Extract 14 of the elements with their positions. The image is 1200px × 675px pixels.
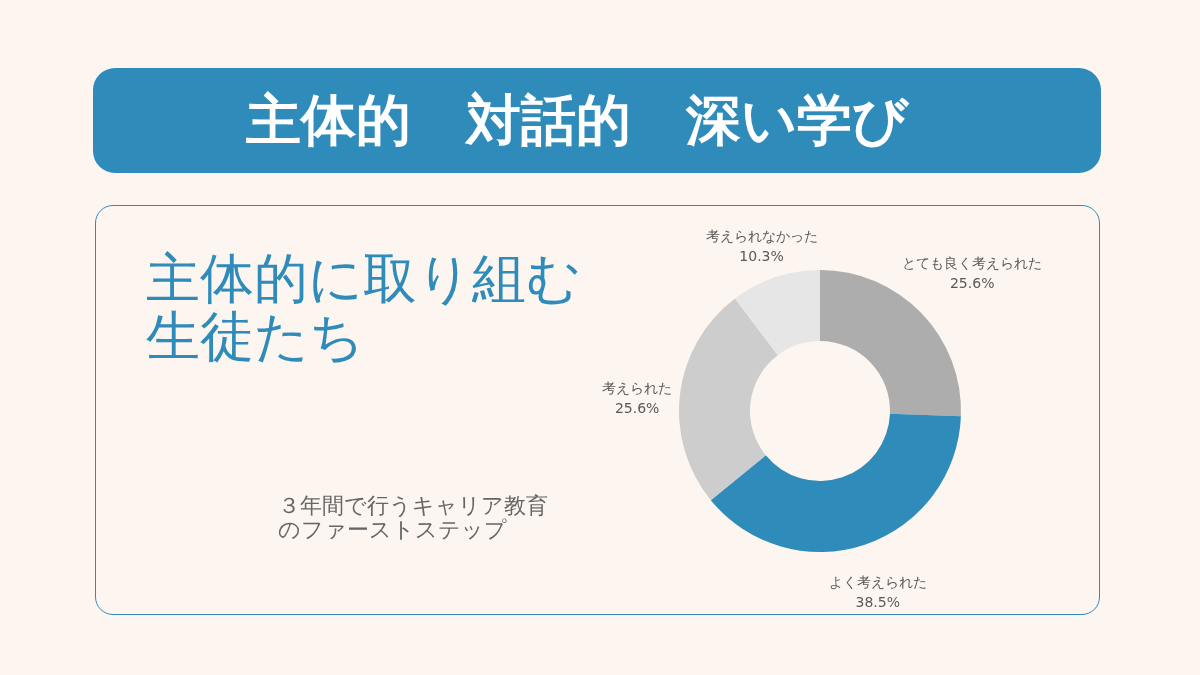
donut-slice	[710, 413, 961, 552]
data-label: 38.5%	[855, 594, 900, 611]
text: 主体的に取り組む生徒たち	[146, 247, 582, 368]
data-label: 25.6%	[614, 400, 660, 417]
donut-slice	[679, 298, 778, 501]
slice-label: とても良く考えられた	[902, 255, 1043, 272]
slice-label: 考えられなかった	[705, 227, 818, 244]
data-label: 10.3%	[739, 247, 784, 264]
chart-title: 主体的 対話的 深い学び	[246, 88, 908, 153]
slice-label: よく考えられた	[828, 574, 927, 591]
slice-label: 考えられた	[602, 380, 673, 397]
data-label: 25.6%	[949, 275, 995, 292]
donut-slice	[734, 270, 820, 356]
text: ３年間で行うキャリア教育のファーストステップ	[278, 493, 549, 542]
